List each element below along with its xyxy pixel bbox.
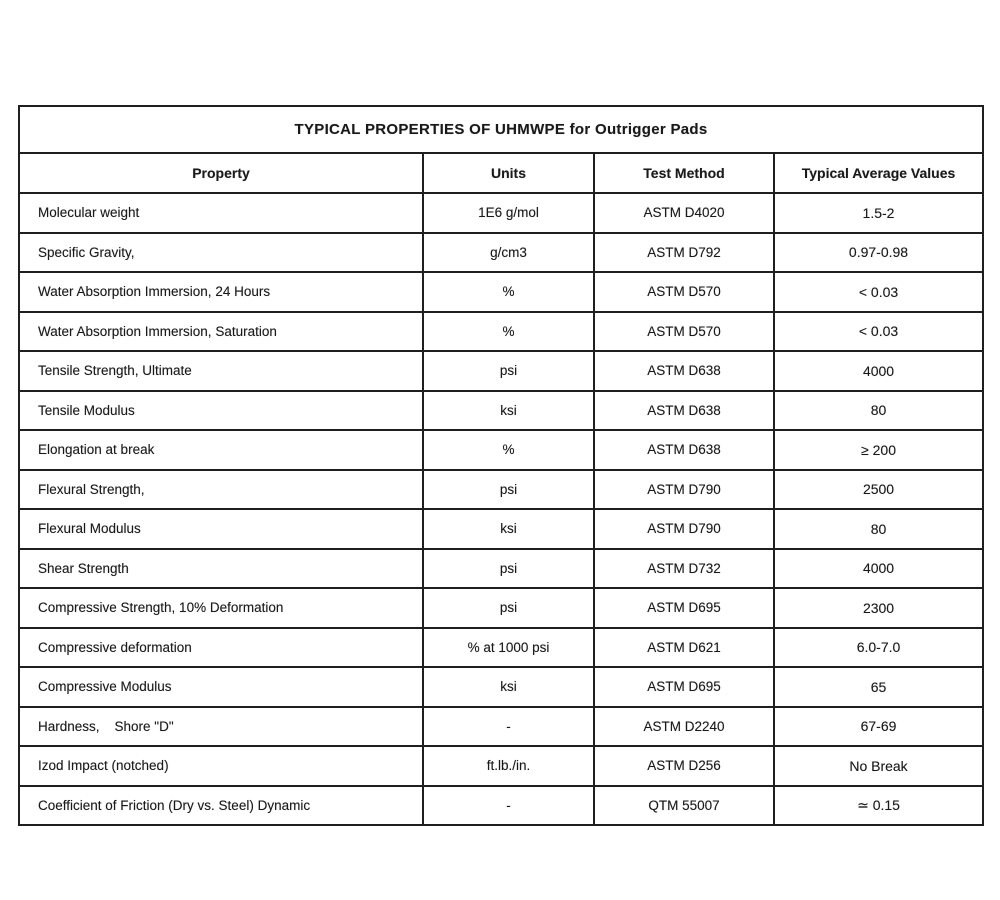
property-cell: Izod Impact (notched) xyxy=(18,745,424,787)
header-row: Property Units Test Method Typical Avera… xyxy=(18,152,985,194)
property-cell: Hardness, Shore "D" xyxy=(18,705,424,747)
value-cell: 2500 xyxy=(772,468,985,510)
table-row: Water Absorption Immersion, 24 Hours % A… xyxy=(18,271,985,313)
test-method-cell: ASTM D638 xyxy=(593,350,775,392)
value-cell: 4000 xyxy=(772,350,985,392)
value-cell: 0.97-0.98 xyxy=(772,231,985,273)
property-cell: Specific Gravity, xyxy=(18,231,424,273)
property-cell: Coefficient of Friction (Dry vs. Steel) … xyxy=(18,784,424,826)
property-cell: Molecular weight xyxy=(18,192,424,234)
table-row: Tensile Modulus ksi ASTM D638 80 xyxy=(18,389,985,431)
units-cell: - xyxy=(422,784,595,826)
test-method-cell: QTM 55007 xyxy=(593,784,775,826)
value-cell: 65 xyxy=(772,666,985,708)
value-cell: 4000 xyxy=(772,547,985,589)
value-cell: 80 xyxy=(772,389,985,431)
units-cell: psi xyxy=(422,587,595,629)
units-cell: % at 1000 psi xyxy=(422,626,595,668)
units-cell: psi xyxy=(422,547,595,589)
value-cell: 80 xyxy=(772,508,985,550)
test-method-cell: ASTM D638 xyxy=(593,389,775,431)
test-method-cell: ASTM D621 xyxy=(593,626,775,668)
units-cell: % xyxy=(422,429,595,471)
table-row: Hardness, Shore "D" - ASTM D2240 67-69 xyxy=(18,705,985,747)
units-cell: - xyxy=(422,705,595,747)
table-row: Compressive deformation % at 1000 psi AS… xyxy=(18,626,985,668)
units-cell: 1E6 g/mol xyxy=(422,192,595,234)
property-cell: Tensile Strength, Ultimate xyxy=(18,350,424,392)
units-cell: ksi xyxy=(422,389,595,431)
test-method-cell: ASTM D570 xyxy=(593,310,775,352)
table-row: Specific Gravity, g/cm3 ASTM D792 0.97-0… xyxy=(18,231,985,273)
table-row: Tensile Strength, Ultimate psi ASTM D638… xyxy=(18,350,985,392)
property-cell: Compressive Strength, 10% Deformation xyxy=(18,587,424,629)
value-cell: 6.0-7.0 xyxy=(772,626,985,668)
property-cell: Water Absorption Immersion, 24 Hours xyxy=(18,271,424,313)
value-cell: < 0.03 xyxy=(772,271,985,313)
table-row: Izod Impact (notched) ft.lb./in. ASTM D2… xyxy=(18,745,985,787)
table-row: Molecular weight 1E6 g/mol ASTM D4020 1.… xyxy=(18,192,985,234)
property-cell: Flexural Modulus xyxy=(18,508,424,550)
test-method-cell: ASTM D790 xyxy=(593,468,775,510)
property-cell: Water Absorption Immersion, Saturation xyxy=(18,310,424,352)
test-method-cell: ASTM D790 xyxy=(593,508,775,550)
property-cell: Shear Strength xyxy=(18,547,424,589)
test-method-cell: ASTM D4020 xyxy=(593,192,775,234)
value-cell: No Break xyxy=(772,745,985,787)
test-method-cell: ASTM D2240 xyxy=(593,705,775,747)
test-method-cell: ASTM D695 xyxy=(593,587,775,629)
value-cell: 1.5-2 xyxy=(772,192,985,234)
value-cell: < 0.03 xyxy=(772,310,985,352)
test-method-cell: ASTM D732 xyxy=(593,547,775,589)
table-row: Elongation at break % ASTM D638 ≥ 200 xyxy=(18,429,985,471)
property-cell: Tensile Modulus xyxy=(18,389,424,431)
units-cell: psi xyxy=(422,468,595,510)
value-cell: 2300 xyxy=(772,587,985,629)
table-row: Flexural Strength, psi ASTM D790 2500 xyxy=(18,468,985,510)
test-method-cell: ASTM D792 xyxy=(593,231,775,273)
value-cell: ≥ 200 xyxy=(772,429,985,471)
table-row: Coefficient of Friction (Dry vs. Steel) … xyxy=(18,784,985,826)
property-cell: Elongation at break xyxy=(18,429,424,471)
table-row: Flexural Modulus ksi ASTM D790 80 xyxy=(18,508,985,550)
column-header-typical-average-values: Typical Average Values xyxy=(772,152,985,194)
properties-table: TYPICAL PROPERTIES OF UHMWPE for Outrigg… xyxy=(17,105,985,826)
units-cell: % xyxy=(422,310,595,352)
table-row: Compressive Strength, 10% Deformation ps… xyxy=(18,587,985,629)
table-row: Shear Strength psi ASTM D732 4000 xyxy=(18,547,985,589)
test-method-cell: ASTM D570 xyxy=(593,271,775,313)
value-cell: ≃ 0.15 xyxy=(772,784,985,826)
units-cell: ksi xyxy=(422,508,595,550)
property-cell: Compressive deformation xyxy=(18,626,424,668)
test-method-cell: ASTM D638 xyxy=(593,429,775,471)
property-cell: Compressive Modulus xyxy=(18,666,424,708)
property-cell: Flexural Strength, xyxy=(18,468,424,510)
units-cell: g/cm3 xyxy=(422,231,595,273)
column-header-units: Units xyxy=(422,152,595,194)
test-method-cell: ASTM D695 xyxy=(593,666,775,708)
table-title: TYPICAL PROPERTIES OF UHMWPE for Outrigg… xyxy=(17,105,985,154)
test-method-cell: ASTM D256 xyxy=(593,745,775,787)
units-cell: psi xyxy=(422,350,595,392)
units-cell: % xyxy=(422,271,595,313)
table-row: Compressive Modulus ksi ASTM D695 65 xyxy=(18,666,985,708)
column-header-test-method: Test Method xyxy=(593,152,775,194)
title-row: TYPICAL PROPERTIES OF UHMWPE for Outrigg… xyxy=(17,105,985,154)
column-header-property: Property xyxy=(18,152,424,194)
units-cell: ksi xyxy=(422,666,595,708)
table-row: Water Absorption Immersion, Saturation %… xyxy=(18,310,985,352)
value-cell: 67-69 xyxy=(772,705,985,747)
units-cell: ft.lb./in. xyxy=(422,745,595,787)
